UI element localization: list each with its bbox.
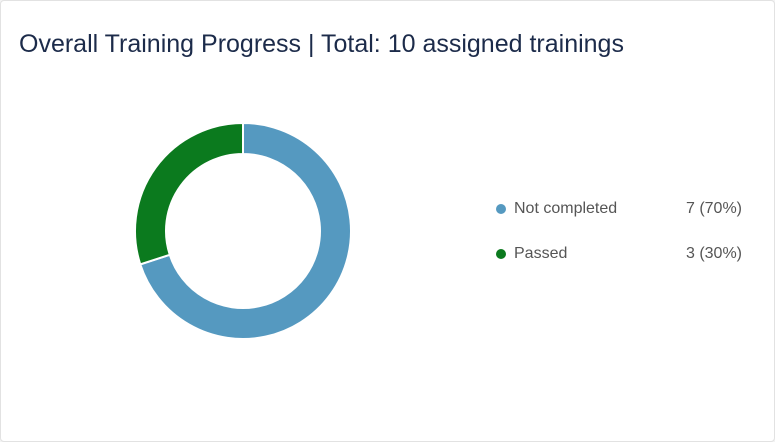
legend-label: Not completed <box>514 200 617 217</box>
legend-marker <box>496 204 506 214</box>
chart-title: Overall Training Progress | Total: 10 as… <box>19 30 624 58</box>
legend-value: 3 (30%) <box>686 245 742 262</box>
legend-marker <box>496 249 506 259</box>
legend-value: 7 (70%) <box>686 200 742 217</box>
chart: Overall Training Progress | Total: 10 as… <box>19 30 742 340</box>
legend-label: Passed <box>514 245 567 262</box>
donut-slice <box>139 121 352 340</box>
donut-slice <box>134 121 244 266</box>
